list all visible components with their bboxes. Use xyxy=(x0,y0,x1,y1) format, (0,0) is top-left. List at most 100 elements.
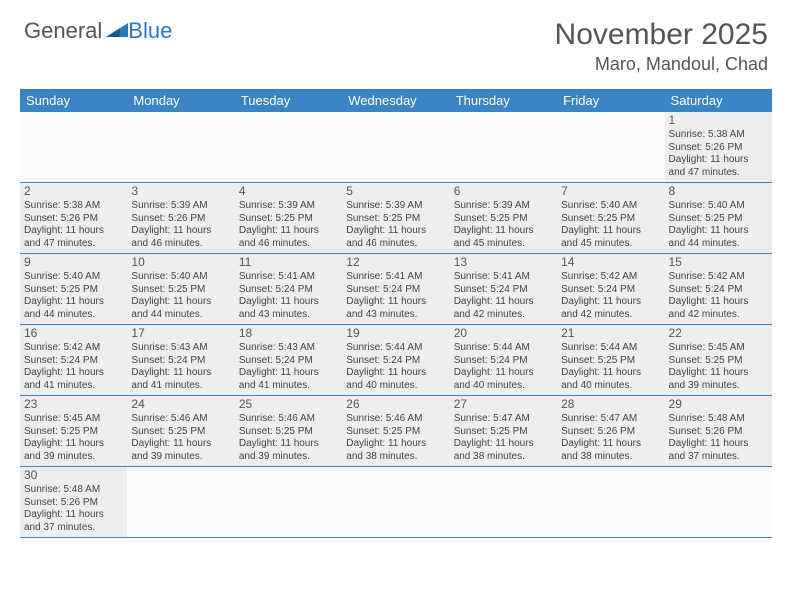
day-cell: 9Sunrise: 5:40 AMSunset: 5:25 PMDaylight… xyxy=(20,254,127,324)
day-detail: and 43 minutes. xyxy=(239,309,338,322)
day-detail: Sunset: 5:26 PM xyxy=(131,213,230,226)
day-detail: Sunset: 5:24 PM xyxy=(561,284,660,297)
day-cell-empty xyxy=(665,467,772,537)
day-detail: Sunset: 5:25 PM xyxy=(239,426,338,439)
day-cell: 7Sunrise: 5:40 AMSunset: 5:25 PMDaylight… xyxy=(557,183,664,253)
day-cell: 6Sunrise: 5:39 AMSunset: 5:25 PMDaylight… xyxy=(450,183,557,253)
day-cell-empty xyxy=(342,112,449,182)
day-cell-empty xyxy=(557,112,664,182)
day-detail: and 44 minutes. xyxy=(24,309,123,322)
day-number: 2 xyxy=(24,184,123,199)
day-detail: Daylight: 11 hours xyxy=(561,296,660,309)
week-row: 2Sunrise: 5:38 AMSunset: 5:26 PMDaylight… xyxy=(20,183,772,254)
day-detail: Sunset: 5:26 PM xyxy=(24,213,123,226)
day-detail: Sunset: 5:24 PM xyxy=(454,284,553,297)
day-number: 24 xyxy=(131,397,230,412)
day-detail: Sunrise: 5:42 AM xyxy=(561,271,660,284)
day-detail: and 46 minutes. xyxy=(131,238,230,251)
day-cell: 1Sunrise: 5:38 AMSunset: 5:26 PMDaylight… xyxy=(665,112,772,182)
day-detail: Sunrise: 5:40 AM xyxy=(669,200,768,213)
day-detail: Sunrise: 5:40 AM xyxy=(24,271,123,284)
day-detail: and 37 minutes. xyxy=(24,522,123,535)
day-detail: and 38 minutes. xyxy=(561,451,660,464)
day-number: 14 xyxy=(561,255,660,270)
day-number: 16 xyxy=(24,326,123,341)
day-number: 19 xyxy=(346,326,445,341)
day-detail: Sunset: 5:25 PM xyxy=(561,213,660,226)
logo-text-general: General xyxy=(24,18,102,44)
day-detail: Sunrise: 5:45 AM xyxy=(669,342,768,355)
day-detail: Sunrise: 5:44 AM xyxy=(346,342,445,355)
day-cell-empty xyxy=(450,112,557,182)
day-detail: Sunset: 5:26 PM xyxy=(24,497,123,510)
day-detail: Sunrise: 5:47 AM xyxy=(561,413,660,426)
day-detail: and 41 minutes. xyxy=(131,380,230,393)
day-detail: Daylight: 11 hours xyxy=(669,438,768,451)
day-detail: Daylight: 11 hours xyxy=(454,438,553,451)
day-detail: and 39 minutes. xyxy=(24,451,123,464)
day-detail: and 44 minutes. xyxy=(131,309,230,322)
day-detail: Sunrise: 5:38 AM xyxy=(24,200,123,213)
page-header: General Blue November 2025 Maro, Mandoul… xyxy=(0,0,792,83)
day-detail: Sunrise: 5:45 AM xyxy=(24,413,123,426)
day-number: 7 xyxy=(561,184,660,199)
day-detail: Daylight: 11 hours xyxy=(454,296,553,309)
day-detail: Sunrise: 5:42 AM xyxy=(669,271,768,284)
day-detail: Daylight: 11 hours xyxy=(669,225,768,238)
day-detail: Sunset: 5:24 PM xyxy=(239,355,338,368)
day-detail: Daylight: 11 hours xyxy=(131,367,230,380)
day-detail: Daylight: 11 hours xyxy=(24,509,123,522)
day-detail: Sunset: 5:24 PM xyxy=(346,284,445,297)
day-cell-empty xyxy=(557,467,664,537)
day-cell: 27Sunrise: 5:47 AMSunset: 5:25 PMDayligh… xyxy=(450,396,557,466)
day-cell-empty xyxy=(127,467,234,537)
day-detail: Daylight: 11 hours xyxy=(239,296,338,309)
day-detail: Daylight: 11 hours xyxy=(346,367,445,380)
day-detail: Sunset: 5:26 PM xyxy=(669,142,768,155)
day-detail: Sunset: 5:24 PM xyxy=(669,284,768,297)
day-detail: Sunset: 5:24 PM xyxy=(346,355,445,368)
day-detail: and 45 minutes. xyxy=(561,238,660,251)
day-detail: and 40 minutes. xyxy=(454,380,553,393)
day-number: 13 xyxy=(454,255,553,270)
day-detail: and 39 minutes. xyxy=(131,451,230,464)
day-detail: Sunset: 5:25 PM xyxy=(669,355,768,368)
calendar: SundayMondayTuesdayWednesdayThursdayFrid… xyxy=(20,89,772,538)
day-detail: Daylight: 11 hours xyxy=(239,438,338,451)
day-number: 15 xyxy=(669,255,768,270)
day-number: 6 xyxy=(454,184,553,199)
day-cell: 12Sunrise: 5:41 AMSunset: 5:24 PMDayligh… xyxy=(342,254,449,324)
day-detail: Sunrise: 5:39 AM xyxy=(454,200,553,213)
day-detail: Sunset: 5:26 PM xyxy=(561,426,660,439)
day-cell: 22Sunrise: 5:45 AMSunset: 5:25 PMDayligh… xyxy=(665,325,772,395)
day-detail: Daylight: 11 hours xyxy=(131,296,230,309)
day-cell: 8Sunrise: 5:40 AMSunset: 5:25 PMDaylight… xyxy=(665,183,772,253)
day-detail: and 39 minutes. xyxy=(669,380,768,393)
day-detail: Daylight: 11 hours xyxy=(346,438,445,451)
day-cell: 25Sunrise: 5:46 AMSunset: 5:25 PMDayligh… xyxy=(235,396,342,466)
day-detail: Sunset: 5:24 PM xyxy=(24,355,123,368)
day-number: 30 xyxy=(24,468,123,483)
day-header-cell: Thursday xyxy=(450,89,557,112)
day-detail: and 43 minutes. xyxy=(346,309,445,322)
day-detail: and 40 minutes. xyxy=(346,380,445,393)
day-detail: Sunrise: 5:41 AM xyxy=(239,271,338,284)
day-detail: Sunset: 5:25 PM xyxy=(346,426,445,439)
day-detail: Sunset: 5:24 PM xyxy=(239,284,338,297)
day-detail: Sunset: 5:24 PM xyxy=(454,355,553,368)
day-detail: Sunset: 5:25 PM xyxy=(454,426,553,439)
day-detail: Sunset: 5:25 PM xyxy=(454,213,553,226)
day-cell: 11Sunrise: 5:41 AMSunset: 5:24 PMDayligh… xyxy=(235,254,342,324)
page-title: November 2025 xyxy=(555,18,768,52)
day-cell-empty xyxy=(20,112,127,182)
day-detail: Daylight: 11 hours xyxy=(24,438,123,451)
day-detail: and 45 minutes. xyxy=(454,238,553,251)
day-detail: and 44 minutes. xyxy=(669,238,768,251)
day-detail: Sunset: 5:25 PM xyxy=(561,355,660,368)
day-cell: 18Sunrise: 5:43 AMSunset: 5:24 PMDayligh… xyxy=(235,325,342,395)
day-detail: Daylight: 11 hours xyxy=(24,367,123,380)
day-detail: and 42 minutes. xyxy=(561,309,660,322)
week-row: 16Sunrise: 5:42 AMSunset: 5:24 PMDayligh… xyxy=(20,325,772,396)
day-detail: and 38 minutes. xyxy=(346,451,445,464)
day-detail: Sunset: 5:25 PM xyxy=(239,213,338,226)
